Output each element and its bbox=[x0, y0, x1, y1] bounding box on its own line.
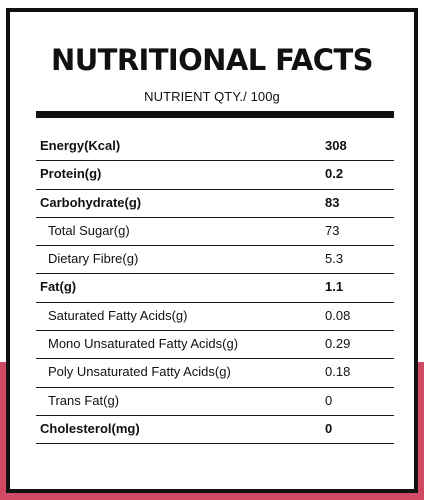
table-row: Dietary Fibre(g) 5.3 bbox=[36, 246, 394, 275]
nutrient-name: Carbohydrate(g) bbox=[40, 194, 142, 210]
table-row: Trans Fat(g) 0 bbox=[36, 388, 394, 416]
nutrient-value: 0 bbox=[325, 420, 333, 436]
nutrition-title: NUTRITIONAL FACTS bbox=[51, 43, 374, 77]
table-row: Saturated Fatty Acids(g) 0.08 bbox=[36, 303, 394, 332]
table-row: Cholesterol(mg) 0 bbox=[36, 416, 394, 445]
nutrient-qty-subtitle: NUTRIENT QTY./ 100g bbox=[144, 89, 280, 104]
table-row: Total Sugar(g) 73 bbox=[36, 218, 394, 247]
table-row: Carbohydrate(g) 83 bbox=[36, 190, 394, 218]
nutrient-name: Poly Unsaturated Fatty Acids(g) bbox=[48, 364, 231, 380]
nutrient-name: Mono Unsaturated Fatty Acids(g) bbox=[48, 336, 239, 352]
table-row: Poly Unsaturated Fatty Acids(g) 0.18 bbox=[36, 359, 394, 388]
heavy-divider bbox=[36, 111, 394, 118]
nutrient-name: Cholesterol(mg) bbox=[40, 420, 140, 436]
nutrient-value: 83 bbox=[325, 194, 340, 210]
nutrient-value: 1.1 bbox=[325, 279, 344, 295]
nutrient-value: 0.29 bbox=[325, 336, 351, 352]
nutrient-name: Dietary Fibre(g) bbox=[48, 251, 139, 267]
nutrient-value: 0.18 bbox=[325, 364, 351, 380]
nutrient-value: 73 bbox=[325, 222, 340, 238]
nutrient-value: 308 bbox=[325, 138, 347, 153]
table-row: Mono Unsaturated Fatty Acids(g) 0.29 bbox=[36, 331, 394, 360]
table-row: Energy(Kcal) 308 bbox=[36, 133, 394, 162]
nutrient-value: 0 bbox=[325, 392, 333, 408]
nutrient-value: 0.08 bbox=[325, 307, 351, 323]
nutrient-name: Trans Fat(g) bbox=[48, 392, 120, 408]
nutrient-value: 0.2 bbox=[325, 166, 344, 182]
nutrition-table: Energy(Kcal) 308 Protein(g) 0.2 Carbohyd… bbox=[36, 133, 394, 445]
table-row: Protein(g) 0.2 bbox=[36, 161, 394, 190]
nutrient-name: Fat(g) bbox=[40, 279, 77, 295]
table-row: Fat(g) 1.1 bbox=[36, 274, 394, 303]
nutrient-name: Total Sugar(g) bbox=[48, 222, 130, 238]
nutrient-name: Protein(g) bbox=[40, 166, 102, 182]
nutrient-name: Energy(Kcal) bbox=[40, 138, 121, 153]
nutrient-name: Saturated Fatty Acids(g) bbox=[48, 307, 188, 323]
nutrition-facts-panel: NUTRITIONAL FACTS NUTRIENT QTY./ 100g En… bbox=[6, 8, 418, 493]
nutrient-value: 5.3 bbox=[325, 251, 344, 267]
